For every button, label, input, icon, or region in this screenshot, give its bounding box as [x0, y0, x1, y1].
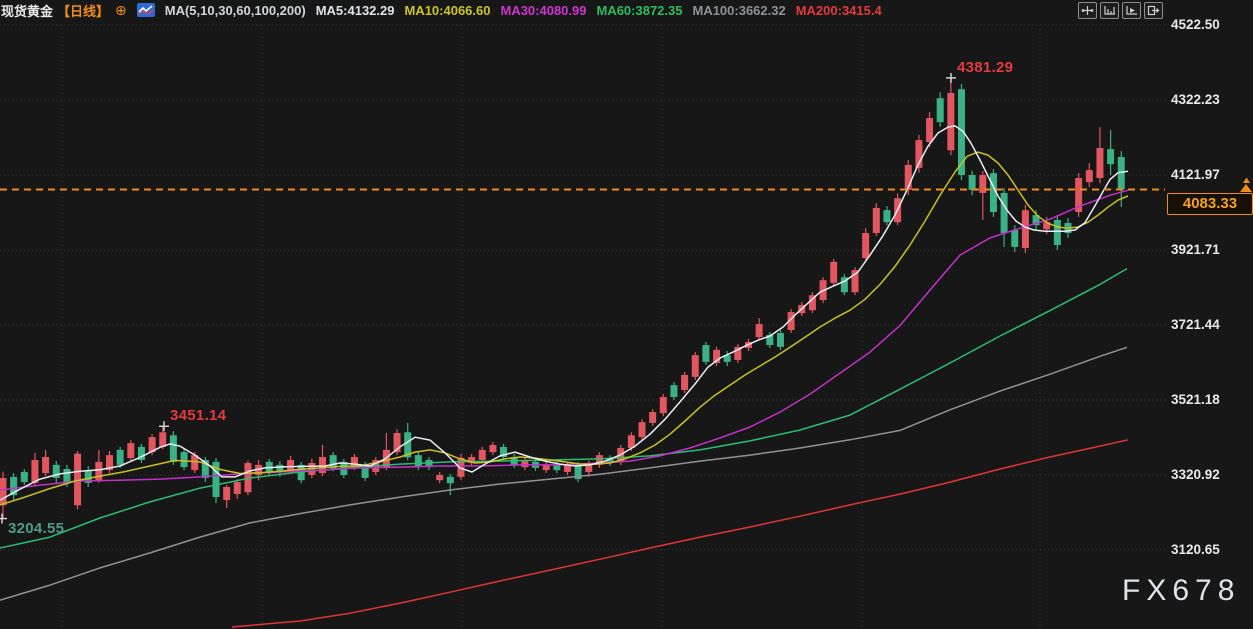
- legend-ma5: MA5:4132.29: [315, 2, 395, 18]
- symbol-title: 现货黄金: [1, 3, 54, 19]
- legend-ma10: MA10:4066.60: [404, 2, 491, 18]
- low-price-annotation: 3204.55: [8, 519, 65, 537]
- legend-ma200: MA200:3415.4: [795, 2, 882, 18]
- play-chart-icon[interactable]: [1122, 2, 1141, 19]
- y-axis-label: 3120.65: [1171, 542, 1220, 557]
- y-axis-label: 3721.44: [1171, 317, 1220, 332]
- chart-toolbar: [1078, 2, 1163, 19]
- y-axis-label: 3921.71: [1171, 242, 1220, 257]
- add-indicator-icon[interactable]: ⊕: [115, 1, 127, 18]
- ma-params-label: MA(5,10,30,60,100,200): [164, 2, 306, 18]
- watermark: FX678: [1122, 574, 1241, 607]
- y-axis-label: 4522.50: [1171, 17, 1220, 32]
- timeframe-label: 【日线】: [57, 3, 110, 19]
- high-price-annotation: 3451.14: [170, 407, 227, 425]
- high-price-annotation: 4381.29: [957, 58, 1014, 76]
- chart-logo-icon[interactable]: [136, 3, 155, 17]
- y-axis-label: 3320.92: [1171, 467, 1220, 482]
- legend-ma100: MA100:3662.32: [692, 2, 786, 18]
- scale-chart-icon[interactable]: [1100, 2, 1119, 19]
- crosshair-move-icon[interactable]: [1078, 2, 1097, 19]
- legend-ma30: MA30:4080.99: [500, 2, 587, 18]
- legend-ma60: MA60:3872.35: [596, 2, 683, 18]
- chart-header: 现货黄金 【日线】 ⊕ MA(5,10,30,60,100,200) MA5:4…: [1, 1, 882, 19]
- last-price-badge: 4083.33: [1167, 193, 1253, 215]
- y-axis-label: 4322.23: [1171, 92, 1220, 107]
- y-axis-label: 3521.18: [1171, 392, 1220, 407]
- exit-right-icon[interactable]: [1144, 2, 1163, 19]
- y-axis-label: 4121.97: [1171, 167, 1220, 182]
